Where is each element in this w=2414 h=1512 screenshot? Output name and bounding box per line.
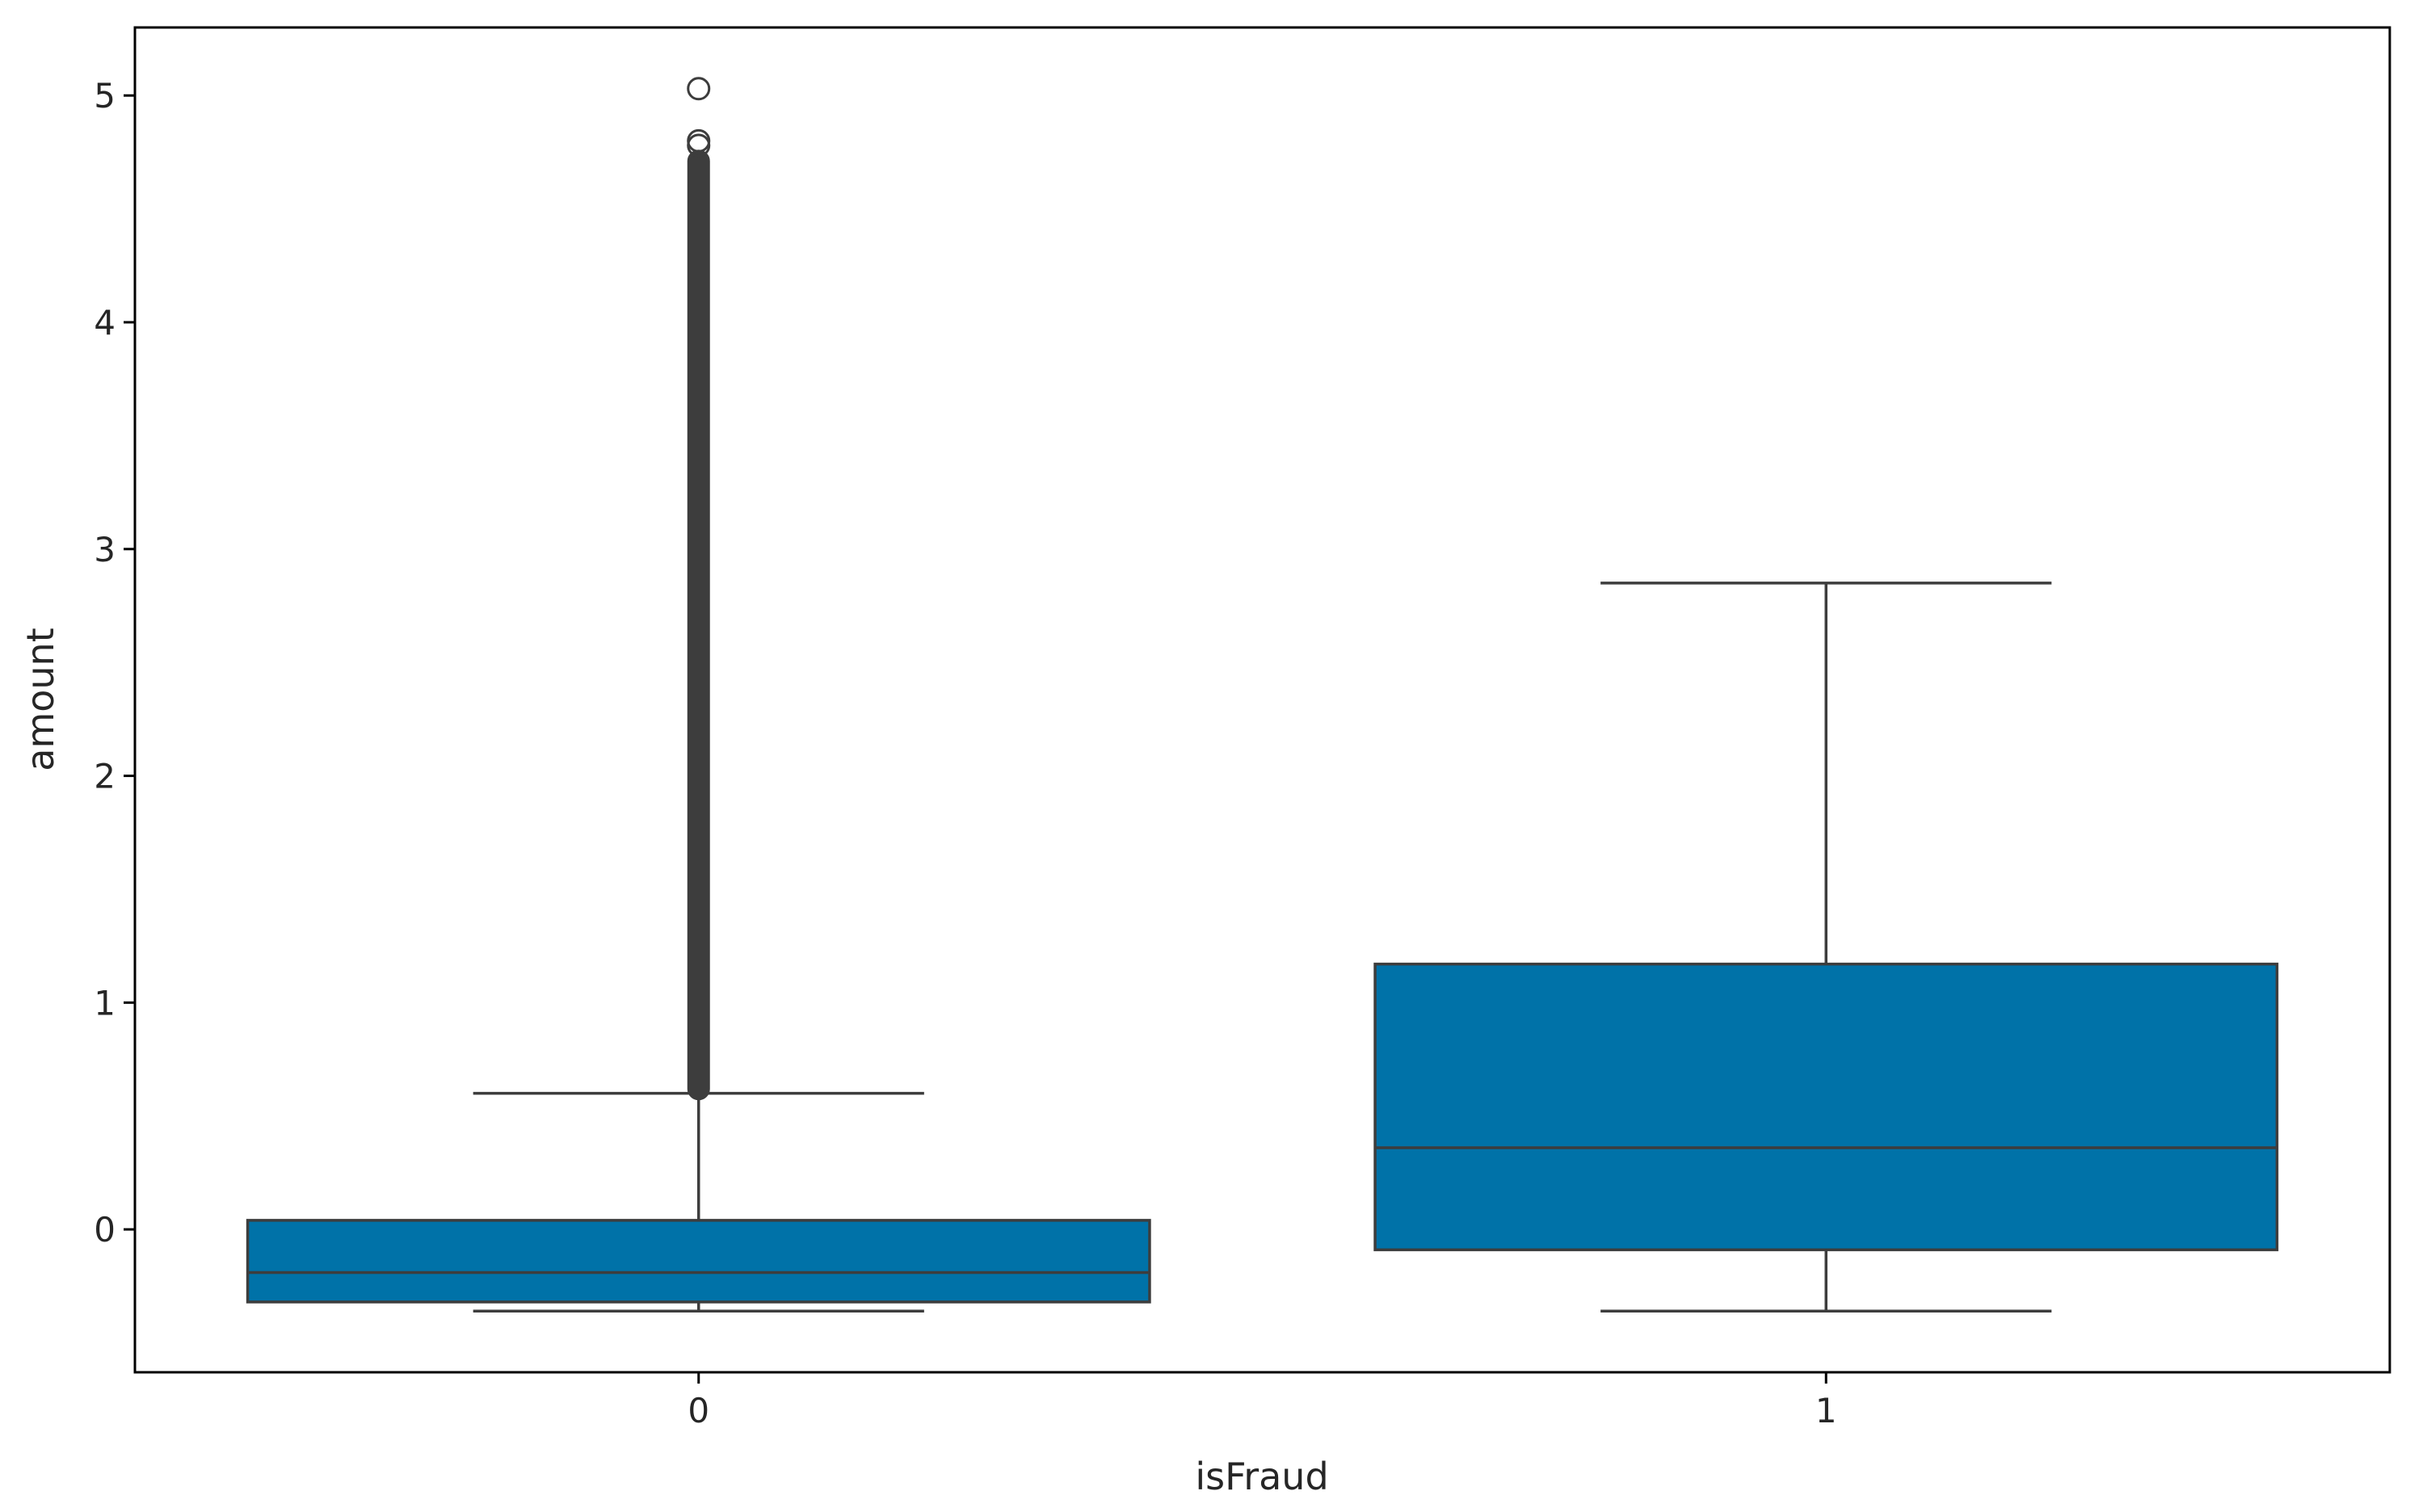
outlier-point (687, 128, 711, 153)
box-iqr (246, 1219, 1151, 1304)
box-group-1 (1373, 582, 2279, 1312)
x-axis-label: isFraud (1195, 1455, 1328, 1498)
box-group-0 (246, 77, 1151, 1312)
outlier-point (687, 77, 711, 101)
y-tick-label: 1 (94, 983, 116, 1023)
y-tick-label: 5 (94, 76, 116, 116)
outlier-points-dense (687, 149, 710, 1101)
y-tick-label: 3 (94, 530, 116, 569)
y-axis-ticks: 0 1 2 3 4 5 (94, 76, 135, 1250)
y-axis-label: amount (19, 628, 62, 771)
y-tick-label: 2 (94, 757, 116, 796)
y-tick-label: 0 (94, 1210, 116, 1250)
y-tick-label: 4 (94, 303, 116, 342)
x-tick-label: 1 (1815, 1391, 1837, 1430)
box-iqr (1373, 962, 2279, 1252)
x-tick-label: 0 (688, 1391, 709, 1430)
boxes-layer (246, 77, 2279, 1312)
